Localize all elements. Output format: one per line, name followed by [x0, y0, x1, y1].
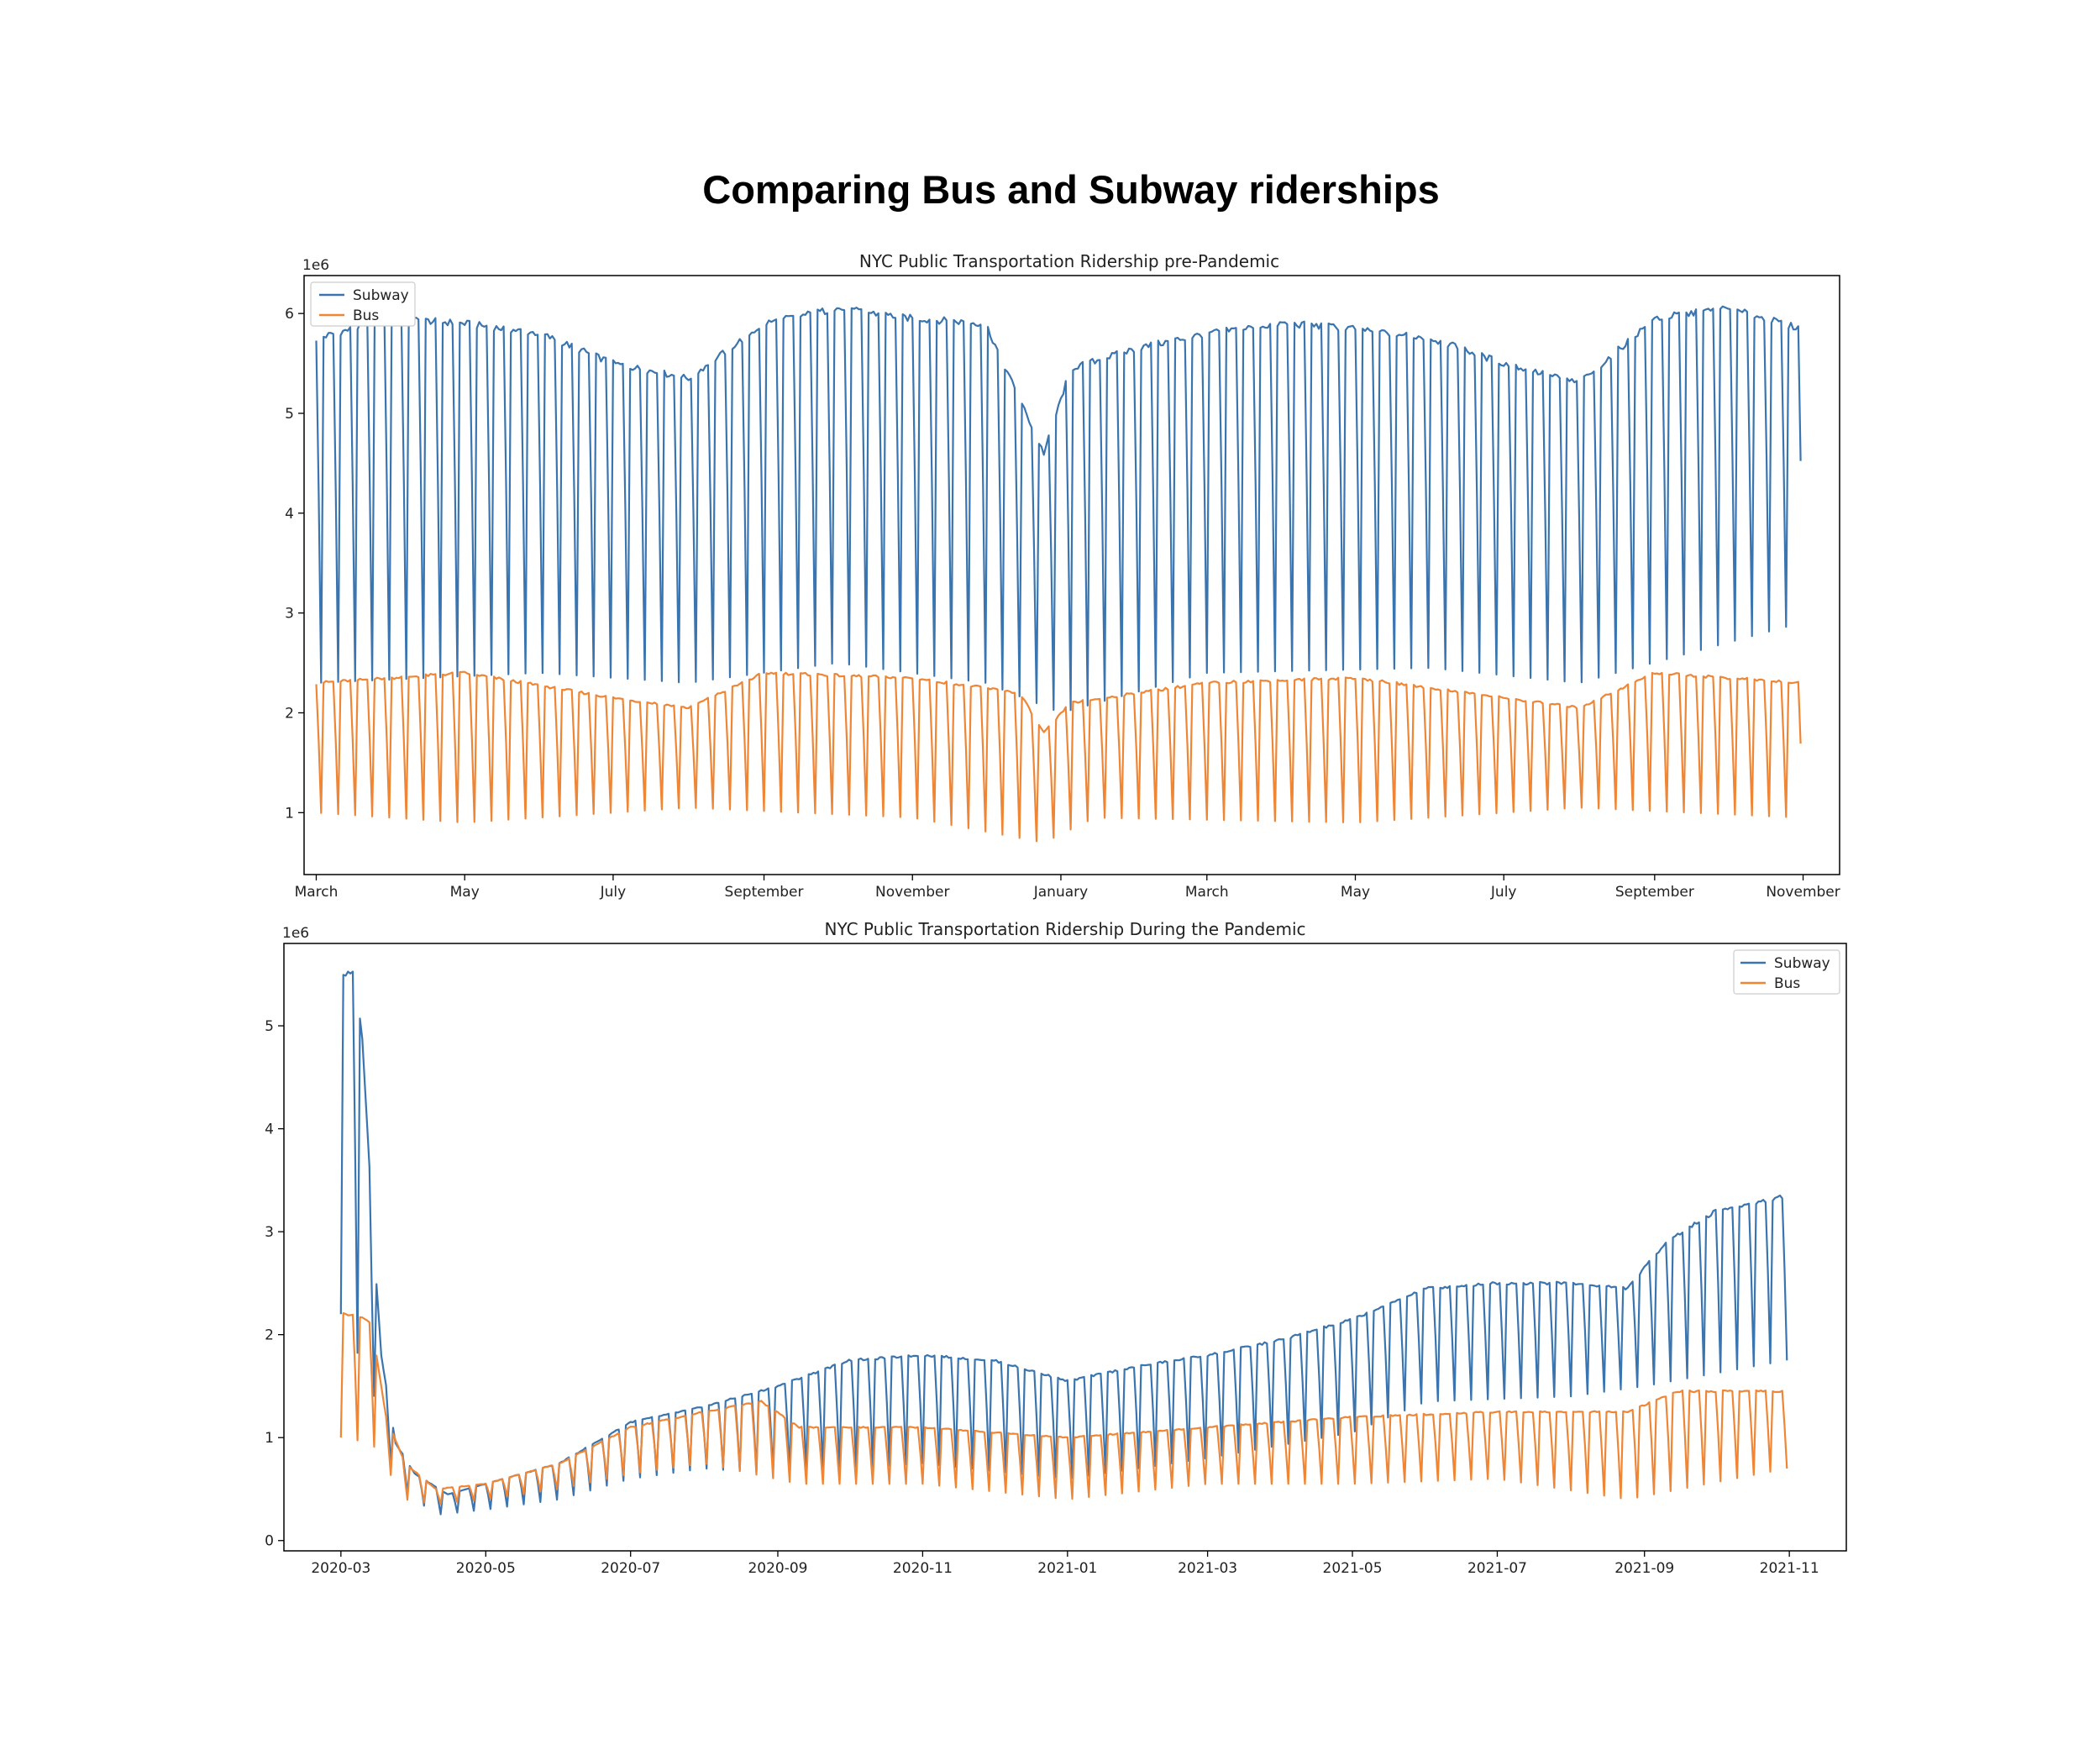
series-lines [315, 305, 1802, 843]
chart-title: NYC Public Transportation Ridership pre-… [859, 251, 1279, 271]
page-title: Comparing Bus and Subway riderships [702, 167, 1440, 212]
y-tick-label: 0 [265, 1533, 274, 1550]
x-tick-label: 2021-03 [1178, 1560, 1237, 1577]
x-tick-label: 2020-11 [893, 1560, 953, 1577]
x-tick-label: September [1615, 884, 1694, 901]
y-offset-label: 1e6 [282, 925, 309, 942]
x-tick-label: 2020-09 [748, 1560, 807, 1577]
series-line-subway [315, 305, 1802, 712]
legend-label-subway: Subway [1774, 955, 1830, 972]
y-offset-label: 1e6 [302, 257, 329, 274]
y-tick-label: 2 [285, 705, 294, 722]
legend: Subway Bus [310, 281, 416, 327]
y-tick-label: 1 [285, 805, 294, 822]
series-line-bus [339, 1312, 1788, 1505]
y-tick-label: 5 [265, 1018, 274, 1035]
legend-label-bus: Bus [1774, 975, 1800, 992]
legend: Subway Bus [1733, 949, 1840, 995]
chart-title: NYC Public Transportation Ridership Duri… [825, 919, 1306, 939]
x-tick-label: July [1490, 884, 1517, 901]
x-axis: March May July September November January Marc… [295, 875, 1840, 901]
x-tick-label: 2021-05 [1323, 1560, 1383, 1577]
y-tick-label: 1 [265, 1430, 274, 1447]
y-axis: 1 2 3 4 5 6 [285, 306, 304, 822]
y-tick-label: 4 [265, 1122, 274, 1138]
x-tick-label: 2020-07 [601, 1560, 660, 1577]
legend-label-subway: Subway [353, 287, 409, 304]
y-tick-label: 3 [285, 606, 294, 623]
x-tick-label: July [600, 884, 627, 901]
series-lines [339, 970, 1788, 1516]
series-line-bus [315, 670, 1802, 843]
x-tick-label: November [875, 884, 949, 901]
x-tick-label: March [295, 884, 339, 901]
y-tick-label: 5 [285, 406, 294, 423]
x-tick-label: 2021-11 [1760, 1560, 1819, 1577]
chart-pre-pandemic: NYC Public Transportation Ridership pre-… [285, 251, 1840, 901]
x-tick-label: May [1341, 884, 1370, 901]
y-tick-label: 4 [285, 506, 294, 523]
x-tick-label: 2021-09 [1614, 1560, 1674, 1577]
series-line-subway [339, 970, 1788, 1516]
chart-during-pandemic: NYC Public Transportation Ridership Duri… [265, 919, 1847, 1577]
x-tick-label: March [1185, 884, 1229, 901]
x-axis: 2020-03 2020-05 2020-07 2020-09 2020-11 2021-… [311, 1551, 1819, 1577]
y-tick-label: 3 [265, 1224, 274, 1241]
y-axis: 0 1 2 3 4 5 [265, 1018, 284, 1550]
x-tick-label: 2020-03 [311, 1560, 370, 1577]
plot-frame [303, 275, 1840, 875]
plot-frame [283, 943, 1847, 1552]
x-tick-label: 2021-07 [1467, 1560, 1527, 1577]
y-tick-label: 6 [285, 306, 294, 323]
legend-label-bus: Bus [353, 307, 379, 324]
x-tick-label: May [450, 884, 480, 901]
x-tick-label: 2020-05 [456, 1560, 516, 1577]
x-tick-label: January [1033, 884, 1088, 901]
y-tick-label: 2 [265, 1327, 274, 1344]
x-tick-label: November [1766, 884, 1840, 901]
x-tick-label: 2021-01 [1037, 1560, 1097, 1577]
x-tick-label: September [725, 884, 804, 901]
